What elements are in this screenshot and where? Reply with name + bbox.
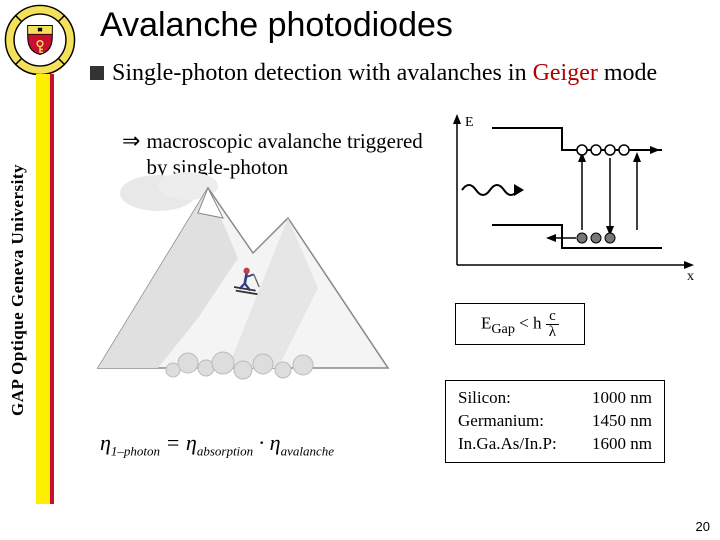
material-name: Silicon:	[456, 387, 578, 410]
page-number: 20	[696, 519, 710, 534]
eq-lhs: E	[481, 313, 491, 332]
eta1: η	[100, 430, 111, 455]
table-row: Silicon:1000 nm	[456, 387, 654, 410]
bullet-main: Single-photon detection with avalanches …	[90, 58, 700, 88]
eq-num: c	[546, 309, 559, 325]
bullet-prefix: Single-photon detection with avalanches …	[112, 60, 533, 86]
material-name: In.Ga.As/In.P:	[456, 433, 578, 456]
sub2: absorption	[197, 443, 253, 458]
page-title: Avalanche photodiodes	[100, 6, 453, 45]
figure-avalanche	[88, 158, 398, 388]
eqop: =	[160, 430, 186, 455]
sub-line1: macroscopic avalanche triggered	[146, 129, 422, 153]
material-name: Germanium:	[456, 410, 578, 433]
efficiency-equation: η1–photon = ηabsorption · ηavalanche	[100, 430, 334, 459]
dot: ·	[253, 430, 270, 455]
eta3: η	[270, 430, 281, 455]
material-value: 1450 nm	[578, 410, 654, 433]
bullet-suffix: mode	[598, 60, 657, 86]
material-value: 1000 nm	[578, 387, 654, 410]
figure-band-diagram: E x	[432, 110, 702, 290]
side-label-text: GAP Optique Geneva University	[8, 164, 28, 416]
bullet-square-icon	[90, 66, 104, 80]
materials-box: Silicon:1000 nm Germanium:1450 nm In.Ga.…	[445, 380, 665, 463]
eq-op: < h	[515, 313, 546, 332]
table-row: Germanium:1450 nm	[456, 410, 654, 433]
materials-table: Silicon:1000 nm Germanium:1450 nm In.Ga.…	[456, 387, 654, 456]
arrow-icon: ⇒	[122, 128, 140, 154]
side-rule-red	[50, 74, 54, 504]
bullet-text: Single-photon detection with avalanches …	[112, 58, 657, 88]
eq-sub: Gap	[491, 320, 515, 336]
gap-equation: EGap < h cλ	[481, 309, 559, 340]
side-label: GAP Optique Geneva University	[0, 80, 36, 500]
svg-text:E: E	[465, 115, 474, 130]
university-logo	[4, 4, 76, 76]
sub1: 1–photon	[111, 443, 160, 458]
side-rule-yellow	[36, 74, 50, 504]
bullet-accent: Geiger	[533, 60, 598, 86]
gap-equation-box: EGap < h cλ	[455, 303, 585, 345]
slide: GAP Optique Geneva University Avalanche …	[0, 0, 720, 540]
table-row: In.Ga.As/In.P:1600 nm	[456, 433, 654, 456]
material-value: 1600 nm	[578, 433, 654, 456]
eta2: η	[186, 430, 197, 455]
eq-den: λ	[546, 325, 559, 340]
sub3: avalanche	[281, 443, 334, 458]
svg-text:x: x	[687, 269, 694, 284]
